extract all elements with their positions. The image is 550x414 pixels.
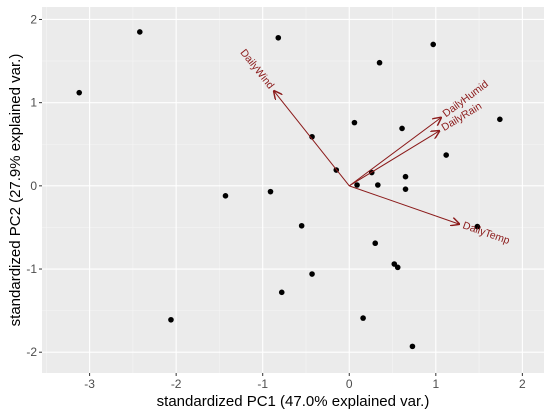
x-axis-ticks: -3 -2 -1 0 1 2 [84,373,526,391]
y-tick-label: -1 [26,262,37,276]
x-tick-label: -3 [84,377,95,391]
plot-panel [42,7,544,373]
y-tick-label: 2 [30,12,37,26]
data-point [76,89,83,96]
loading-arrow [348,118,441,187]
data-point [168,316,174,323]
data-point [375,182,381,188]
major-gridlines [42,7,544,373]
x-tick-label: 2 [519,377,526,391]
y-tick-label: 1 [30,96,37,110]
data-point [267,188,274,195]
data-point [278,289,285,296]
data-point [354,182,360,188]
data-point [298,222,305,229]
data-point [391,261,398,267]
x-axis-title: standardized PC1 (47.0% explained var.) [157,393,430,410]
x-tick-label: 0 [346,377,353,391]
data-point [394,264,401,271]
data-point [275,34,282,41]
data-point [309,271,315,277]
data-point [399,125,405,132]
x-tick-label: -2 [171,377,182,391]
data-point [443,152,449,158]
data-point [402,186,409,192]
data-point [497,116,503,123]
x-tick-label: 1 [432,377,439,391]
loading-arrow [349,185,459,224]
data-point [309,133,315,140]
loading-arrow [274,91,350,187]
data-point [360,315,366,321]
data-point [430,41,437,48]
data-point [137,29,143,35]
data-point [402,173,409,180]
y-axis-title: standardized PC2 (27.9% explained var.) [7,54,24,327]
data-point [372,240,379,247]
data-point [409,343,416,350]
y-tick-label: -2 [26,345,37,359]
data-point [222,193,229,199]
minor-gridlines [42,7,544,373]
loading-arrow [348,131,439,187]
y-axis-ticks: -2 -1 0 1 2 [26,12,42,359]
x-tick-label: -1 [257,377,268,391]
data-point [376,59,383,66]
data-point [474,223,481,230]
data-point [351,119,358,126]
y-tick-label: 0 [30,179,37,193]
